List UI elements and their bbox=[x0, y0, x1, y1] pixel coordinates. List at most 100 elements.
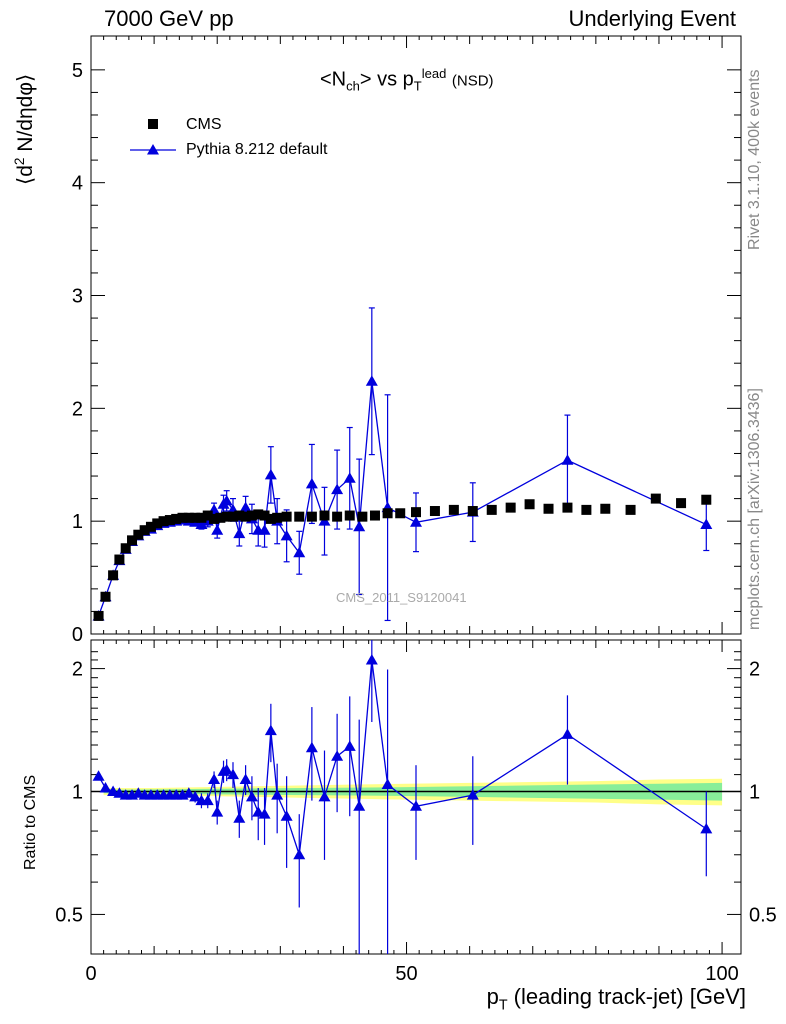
ratio-pythia-point bbox=[280, 810, 293, 821]
ratio-pythia-point bbox=[365, 653, 378, 665]
cms-point bbox=[234, 510, 245, 521]
pythia-point bbox=[280, 529, 293, 541]
legend-cms-label: CMS bbox=[186, 116, 222, 133]
cms-point bbox=[486, 504, 497, 515]
cms-point bbox=[120, 543, 131, 554]
ratio-pythia-point bbox=[220, 763, 233, 775]
cms-point bbox=[209, 513, 220, 524]
pythia-line bbox=[97, 381, 707, 617]
ratio-plot-frame bbox=[90, 639, 742, 955]
pythia-point bbox=[258, 524, 271, 535]
cms-point bbox=[369, 510, 380, 521]
ratio-pythia-point bbox=[293, 848, 306, 860]
ratio-pythia-point bbox=[99, 782, 112, 793]
ratio-pythia-point bbox=[208, 773, 221, 785]
pythia-point bbox=[195, 518, 208, 530]
cms-point bbox=[108, 570, 119, 581]
cms-point bbox=[448, 504, 459, 515]
x-tick-label: 0 bbox=[85, 963, 96, 985]
y-tick-label: 4 bbox=[72, 173, 83, 195]
ratio-pythia-line bbox=[98, 659, 707, 855]
header-right: Underlying Event bbox=[568, 6, 736, 31]
ratio-y-tick-label: 0.5 bbox=[55, 904, 83, 926]
cms-point bbox=[114, 554, 125, 565]
ratio-y-axis-label: Ratio to CMS bbox=[22, 774, 39, 870]
cms-point bbox=[382, 508, 393, 519]
y-tick-label: 0 bbox=[72, 624, 83, 646]
cms-point bbox=[100, 591, 111, 602]
ratio-pythia-point bbox=[211, 806, 224, 817]
cms-point bbox=[319, 510, 330, 521]
x-tick-label: 50 bbox=[395, 963, 417, 985]
ratio-pythia-point bbox=[264, 724, 277, 736]
cms-point bbox=[429, 506, 440, 517]
cms-point bbox=[625, 504, 636, 515]
cms-point bbox=[158, 516, 169, 527]
legend-pythia-label: Pythia 8.212 default bbox=[186, 141, 328, 158]
x-tick-label: 100 bbox=[705, 963, 738, 985]
cms-point bbox=[139, 525, 150, 536]
pythia-point bbox=[211, 524, 224, 535]
ratio-pythia-point bbox=[410, 800, 422, 811]
ratio-pythia-point bbox=[353, 800, 366, 811]
ratio-y-tick-label: 2 bbox=[72, 659, 83, 681]
y-tick-label: 1 bbox=[72, 511, 83, 533]
pythia-point bbox=[233, 527, 246, 539]
cms-point bbox=[562, 502, 573, 513]
cms-point bbox=[395, 508, 406, 519]
pythia-point bbox=[264, 468, 277, 480]
ratio-pythia-point bbox=[318, 790, 331, 802]
cms-point bbox=[543, 503, 554, 514]
cms-point bbox=[177, 512, 188, 523]
pythia-point bbox=[561, 454, 574, 465]
legend-pythia-marker bbox=[147, 144, 159, 155]
cms-point bbox=[240, 511, 251, 522]
cms-point bbox=[202, 510, 213, 521]
ratio-y-tick-label: 1 bbox=[749, 782, 760, 804]
cms-point bbox=[294, 511, 305, 522]
cms-point bbox=[183, 512, 194, 523]
ratio-pythia-point bbox=[201, 794, 214, 806]
pythia-point bbox=[293, 546, 306, 558]
ratio-pythia-point bbox=[331, 750, 344, 761]
legend-cms-marker bbox=[148, 119, 158, 129]
pythia-point bbox=[365, 375, 378, 386]
pythia-point bbox=[410, 516, 422, 527]
cms-point bbox=[306, 511, 317, 522]
cms-point bbox=[93, 610, 104, 621]
ratio-pythia-point bbox=[561, 728, 574, 739]
cms-point bbox=[171, 513, 182, 524]
cms-point bbox=[281, 511, 292, 522]
ratio-y-tick-label: 0.5 bbox=[749, 904, 777, 926]
y-tick-label: 2 bbox=[72, 398, 83, 420]
ratio-pythia-point bbox=[182, 787, 195, 798]
cms-point bbox=[152, 518, 163, 529]
cms-point bbox=[676, 498, 687, 509]
cms-point bbox=[332, 511, 343, 522]
cms-point bbox=[265, 513, 276, 524]
y-tick-label: 3 bbox=[72, 286, 83, 308]
y-tick-label: 5 bbox=[72, 60, 83, 82]
cms-point bbox=[272, 512, 283, 523]
ratio-y-tick-label: 2 bbox=[749, 659, 760, 681]
cms-point bbox=[259, 510, 270, 521]
analysis-watermark: CMS_2011_S9120041 bbox=[336, 590, 467, 605]
cms-point bbox=[344, 510, 355, 521]
ratio-pythia-point bbox=[700, 822, 713, 834]
cms-point bbox=[190, 512, 201, 523]
cms-point bbox=[145, 521, 156, 532]
cms-point bbox=[467, 506, 478, 517]
cms-point bbox=[600, 503, 611, 514]
cms-point bbox=[505, 502, 516, 513]
main-plot-frame bbox=[90, 35, 742, 635]
mcplots-info: mcplots.cern.ch [arXiv:1306.3436] bbox=[746, 388, 763, 630]
ratio-pythia-point bbox=[239, 773, 252, 785]
pythia-point bbox=[220, 494, 233, 506]
ratio-pythia-point bbox=[271, 789, 284, 800]
pythia-point bbox=[343, 472, 356, 483]
cms-point bbox=[253, 509, 264, 520]
cms-point bbox=[221, 511, 232, 522]
pythia-point bbox=[305, 477, 318, 489]
cms-point bbox=[215, 512, 226, 523]
